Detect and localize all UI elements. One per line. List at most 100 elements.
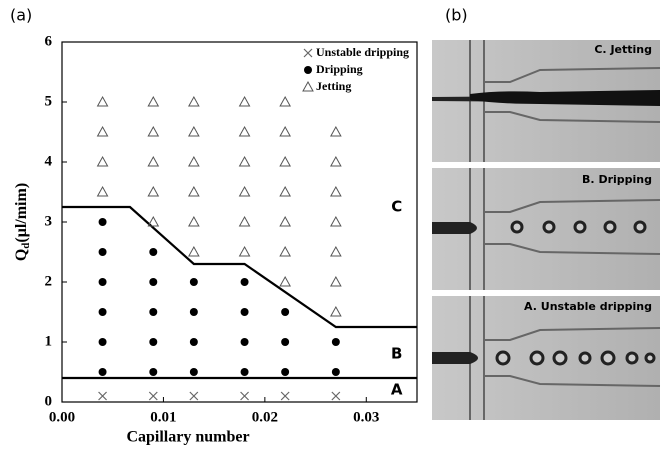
marker-triangle (330, 275, 342, 287)
marker-triangle (330, 305, 342, 317)
marker-dot (281, 338, 290, 346)
marker-triangle (147, 185, 160, 197)
image-caption: B. Dripping (582, 173, 652, 186)
y-tick-label: 3 (45, 213, 53, 229)
marker-dot (189, 278, 198, 286)
marker-triangle (188, 215, 200, 227)
marker-dot (331, 368, 340, 376)
x-tick-label: 0.01 (150, 409, 176, 425)
legend-label: Jetting (316, 79, 351, 93)
marker-triangle (238, 125, 251, 137)
marker-dot (281, 308, 290, 316)
y-tick-label: 6 (45, 33, 53, 49)
marker-triangle (279, 245, 291, 257)
marker-dot (240, 368, 249, 376)
marker-cross (148, 391, 158, 401)
marker-triangle (147, 155, 160, 167)
image-caption: A. Unstable dripping (524, 300, 652, 313)
marker-dot (98, 368, 107, 376)
y-tick-label: 5 (45, 93, 53, 109)
marker-triangle (238, 245, 251, 257)
marker-triangle (96, 95, 109, 107)
marker-cross (280, 391, 290, 401)
marker-triangle (188, 155, 200, 167)
marker-cross (240, 391, 249, 401)
marker-triangle (188, 95, 200, 107)
marker-dot (98, 308, 107, 316)
marker-dot (189, 308, 198, 316)
marker-triangle (330, 125, 342, 137)
marker-dot (240, 278, 249, 286)
marker-triangle (188, 125, 200, 137)
marker-dot (189, 338, 198, 346)
region-label: C (391, 198, 402, 216)
marker-dot (281, 368, 290, 376)
marker-cross (303, 48, 313, 58)
image-caption: C. Jetting (594, 43, 652, 56)
marker-triangle (279, 185, 291, 197)
marker-triangle (147, 125, 160, 137)
marker-dot (98, 278, 107, 286)
x-tick-label: 0.00 (49, 409, 75, 425)
marker-triangle (238, 185, 251, 197)
legend-label: Dripping (316, 62, 363, 76)
image-dripping (432, 168, 661, 290)
marker-dot (149, 338, 158, 346)
region-label: A (391, 381, 403, 399)
marker-triangle (279, 95, 291, 107)
marker-dot (240, 308, 249, 316)
marker-triangle (147, 95, 160, 107)
marker-triangle (238, 155, 251, 167)
x-tick-label: 0.02 (252, 409, 278, 425)
marker-triangle (96, 155, 109, 167)
marker-triangle (279, 215, 291, 227)
marker-dot (331, 338, 340, 346)
marker-dot (149, 248, 158, 256)
marker-cross (189, 391, 199, 401)
marker-triangle (330, 185, 342, 197)
x-axis-label: Capillary number (126, 429, 249, 446)
y-tick-label: 1 (45, 333, 53, 349)
marker-triangle (279, 275, 291, 287)
y-tick-label: 2 (45, 273, 53, 289)
x-tick-label: 0.03 (353, 409, 379, 425)
panel-label: (b) (445, 6, 468, 25)
marker-triangle (330, 245, 342, 257)
marker-triangle (279, 125, 291, 137)
marker-triangle (147, 215, 160, 227)
marker-dot (98, 338, 107, 346)
marker-triangle (96, 185, 109, 197)
marker-dot (98, 218, 107, 226)
marker-triangle (238, 95, 251, 107)
marker-triangle (279, 155, 291, 167)
marker-triangle (330, 155, 342, 167)
marker-cross (98, 391, 107, 401)
region-boundary (62, 205, 417, 329)
marker-triangle (238, 215, 251, 227)
marker-dot (304, 66, 312, 74)
y-axis-label: Qd(μl/mim) (13, 183, 32, 261)
marker-triangle (188, 185, 200, 197)
marker-triangle (302, 80, 314, 92)
region-label: B (391, 345, 402, 363)
marker-triangle (330, 215, 342, 227)
legend-label: Unstable dripping (316, 45, 409, 59)
plot-frame (61, 41, 418, 403)
marker-dot (240, 338, 249, 346)
marker-dot (189, 368, 198, 376)
marker-triangle (96, 125, 109, 137)
marker-triangle (188, 245, 200, 257)
marker-cross (331, 391, 341, 401)
y-tick-label: 4 (45, 153, 53, 169)
y-label-sub: d (20, 243, 32, 249)
image-jetting (432, 40, 661, 162)
panel-label: (a) (10, 6, 32, 25)
marker-dot (149, 308, 158, 316)
image-unstable-dripping (432, 296, 661, 420)
y-label-part: (μl/mim) (13, 183, 30, 243)
marker-dot (149, 368, 158, 376)
y-tick-label: 0 (45, 393, 53, 409)
y-label-part: Q (13, 249, 30, 261)
